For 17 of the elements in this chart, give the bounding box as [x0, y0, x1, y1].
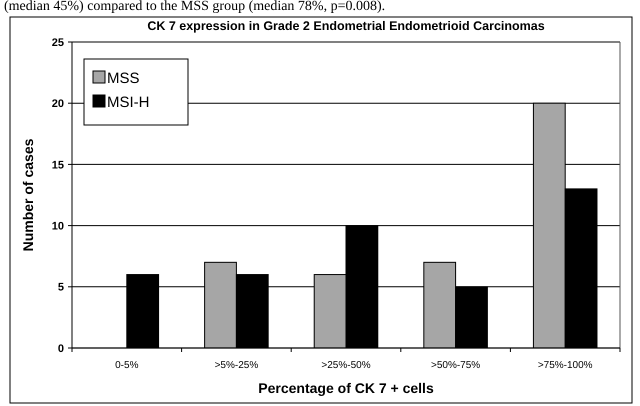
- y-tick-label: 5: [58, 282, 64, 294]
- y-tick-label: 0: [58, 342, 64, 355]
- y-axis-title: Number of cases: [20, 138, 36, 252]
- x-tick-label: >25%-50%: [321, 360, 371, 371]
- x-tick-label: >5%-25%: [214, 360, 258, 371]
- x-tick-label: >50%-75%: [431, 360, 480, 371]
- y-tick-label: 25: [52, 36, 64, 49]
- y-tick-label: 10: [52, 220, 64, 232]
- y-tick-label: 20: [52, 98, 64, 110]
- x-tick-label: 0-5%: [115, 360, 139, 371]
- text: (median 45%) compared to the MSS group (median 78%, p=0.008).: [4, 0, 386, 14]
- chart-title: CK 7 expression in Grade 2 Endometrial Endometrioid Carcinomas: [147, 19, 545, 33]
- legend-label: MSS: [107, 70, 140, 87]
- x-axis-title: Percentage of CK 7 + cells: [258, 380, 434, 396]
- y-tick-label: 15: [52, 159, 64, 172]
- legend-label: MSI-H: [107, 94, 150, 111]
- x-tick-label: >75%-100%: [538, 360, 593, 371]
